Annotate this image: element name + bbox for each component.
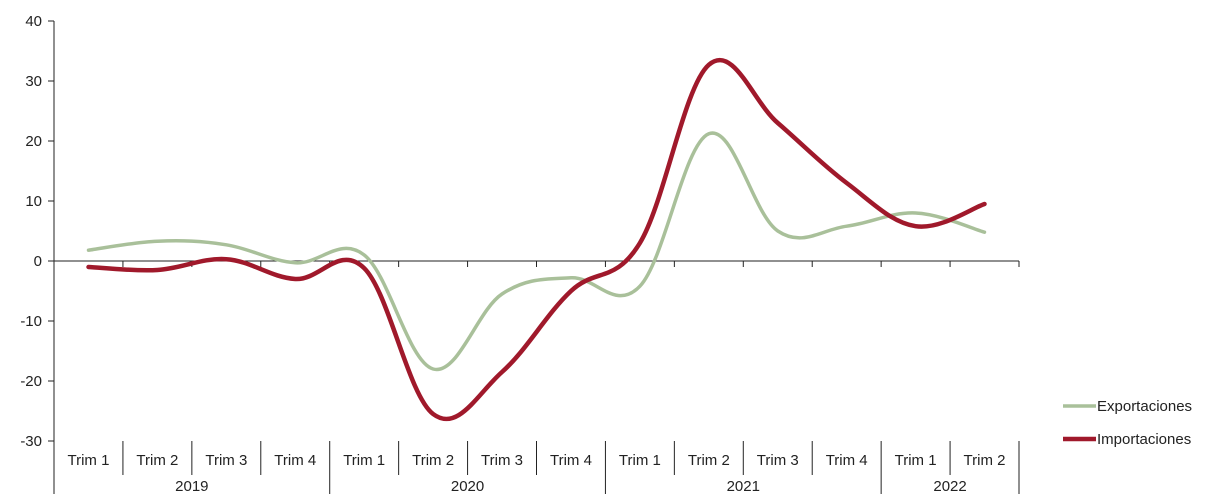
legend: Exportaciones Importaciones <box>1063 398 1192 448</box>
y-tick-label: 0 <box>34 253 42 270</box>
x-year-label: 2020 <box>451 478 484 495</box>
y-tick-label: 40 <box>25 13 42 30</box>
y-tick-label: 10 <box>25 193 42 210</box>
x-year-label: 2019 <box>175 478 208 495</box>
y-tick-label: -20 <box>20 373 42 390</box>
x-tick-label: Trim 2 <box>136 452 178 469</box>
x-tick-label: Trim 3 <box>757 452 799 469</box>
y-axis: 40 30 20 10 0 -10 -20 -30 <box>20 13 55 450</box>
x-tick-label: Trim 1 <box>67 452 109 469</box>
x-tick-label: Trim 1 <box>619 452 661 469</box>
x-tick-label: Trim 3 <box>205 452 247 469</box>
x-tick-label: Trim 2 <box>964 452 1006 469</box>
x-year-label: 2021 <box>727 478 760 495</box>
x-tick-label: Trim 2 <box>412 452 454 469</box>
series-line-importaciones <box>86 57 987 422</box>
x-tick-label: Trim 4 <box>274 452 316 469</box>
y-tick-label: -30 <box>20 433 42 450</box>
x-tick-label: Trim 3 <box>481 452 523 469</box>
legend-label-exportaciones: Exportaciones <box>1097 398 1192 415</box>
x-axis: Trim 1 Trim 2 Trim 3 Trim 4 Trim 1 Trim 2 Trim… <box>53 260 1020 495</box>
x-tick-label: Trim 4 <box>826 452 868 469</box>
x-year-label: 2022 <box>933 478 966 495</box>
x-tick-label: Trim 2 <box>688 452 730 469</box>
legend-label-importaciones: Importaciones <box>1097 431 1191 448</box>
y-tick-label: -10 <box>20 313 42 330</box>
y-tick-label: 20 <box>25 133 42 150</box>
y-tick-label: 30 <box>25 73 42 90</box>
x-tick-label: Trim 4 <box>550 452 592 469</box>
series-lines <box>86 57 987 422</box>
x-tick-label: Trim 1 <box>895 452 937 469</box>
x-tick-label: Trim 1 <box>343 452 385 469</box>
series-line-exportaciones <box>86 131 987 372</box>
